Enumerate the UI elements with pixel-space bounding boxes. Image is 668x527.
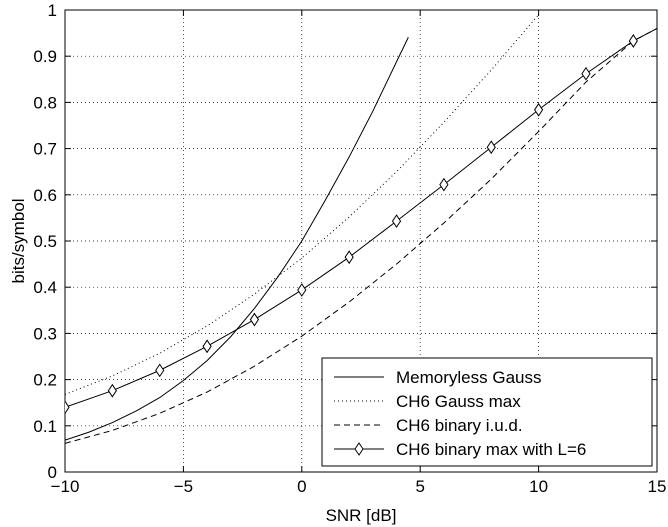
legend-box [321, 357, 653, 467]
diamond-marker [297, 283, 307, 297]
series-line [65, 28, 657, 408]
series-1 [65, 14, 539, 395]
diamond-marker [107, 383, 117, 398]
x-tick-label: 0 [297, 477, 306, 496]
diamond-marker [628, 34, 638, 48]
x-tick-label: 10 [529, 477, 548, 496]
diamond-marker [155, 363, 165, 378]
series-line [65, 28, 657, 444]
y-tick-label: 0.4 [33, 278, 57, 297]
diamond-marker [391, 214, 402, 229]
diamond-marker [439, 177, 449, 192]
diamond-marker [581, 66, 591, 81]
y-tick-label: 0.6 [33, 186, 57, 205]
diamond-marker [344, 250, 354, 265]
diamond-marker [249, 312, 260, 327]
series-line [65, 14, 539, 395]
legend-label: CH6 binary i.u.d. [396, 416, 523, 435]
x-tick-label: −5 [174, 477, 193, 496]
series-2 [65, 28, 657, 444]
series-group [65, 14, 657, 444]
diamond-marker [354, 442, 364, 456]
y-tick-label: 0.8 [33, 93, 57, 112]
y-tick-label: 0.5 [33, 232, 57, 251]
y-tick-label: 0.7 [33, 140, 57, 159]
y-axis-label: bits/symbol [9, 198, 28, 283]
y-tick-label: 0.3 [33, 324, 57, 343]
diamond-marker [486, 140, 496, 155]
legend: Memoryless Gauss CH6 Gauss max CH6 binary … [321, 357, 653, 467]
series-3 [65, 28, 657, 415]
legend-label: CH6 binary max with L=6 [396, 440, 586, 459]
legend-label: Memoryless Gauss [396, 368, 541, 387]
diamond-marker [65, 400, 70, 415]
diamond-marker [533, 102, 544, 117]
diamond-marker [202, 339, 212, 354]
y-tick-label: 0.9 [33, 47, 57, 66]
legend-label: CH6 Gauss max [396, 392, 521, 411]
x-tick-label: 5 [415, 477, 424, 496]
y-tick-label: 0 [48, 463, 57, 482]
x-tick-label: −10 [51, 477, 80, 496]
x-tick-label: 15 [648, 477, 667, 496]
axis-ticks: −10 −5 0 5 10 15 0 0.1 0.2 0.3 0.4 0.5 0.6 0.7 0.8 0.9 1 [33, 1, 666, 496]
y-tick-label: 0.1 [33, 417, 57, 436]
x-axis-label: SNR [dB] [326, 506, 397, 525]
series-0 [65, 37, 409, 441]
y-tick-label: 0.2 [33, 371, 57, 390]
y-tick-label: 1 [48, 1, 57, 20]
series-line [65, 37, 409, 441]
